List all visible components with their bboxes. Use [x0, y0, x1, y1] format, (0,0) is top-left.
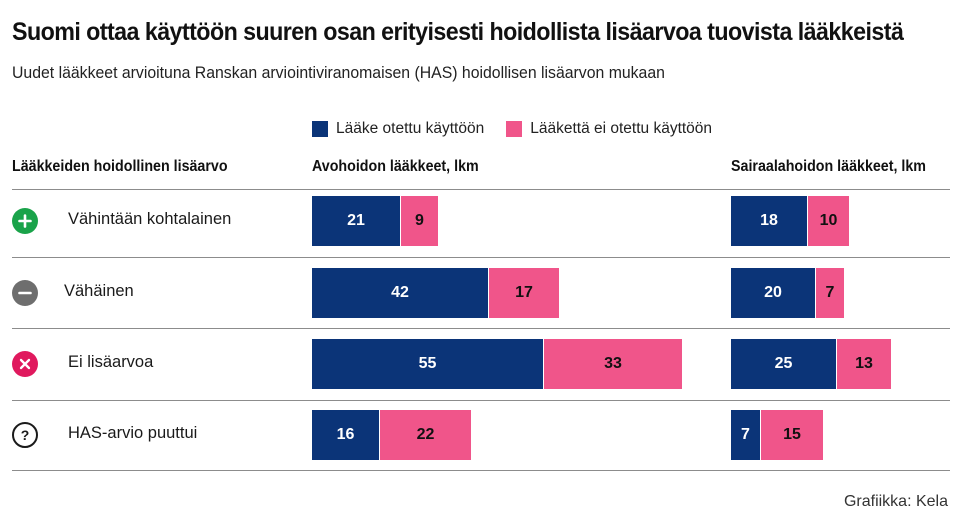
bar-segment-adopted: 55	[312, 339, 543, 389]
bar-segment-adopted: 16	[312, 410, 379, 460]
column-header-hospital: Sairaalahoidon lääkkeet, lkm	[731, 158, 926, 175]
row-divider	[12, 328, 950, 329]
bar-segment-not-adopted: 13	[836, 339, 891, 389]
outpatient-stacked-bar: 16 22	[312, 410, 471, 460]
data-label: 7	[741, 426, 750, 443]
hospital-stacked-bar: 18 10	[731, 196, 849, 246]
legend-label-adopted: Lääke otettu käyttöön	[336, 120, 485, 137]
outpatient-stacked-bar: 42 17	[312, 268, 559, 318]
data-label: 15	[783, 426, 801, 443]
data-label: 33	[604, 355, 622, 372]
bar-segment-adopted: 18	[731, 196, 807, 246]
x-icon	[12, 351, 38, 377]
bar-segment-not-adopted: 17	[488, 268, 559, 318]
row-divider	[12, 189, 950, 190]
bar-segment-adopted: 20	[731, 268, 815, 318]
minus-icon	[12, 280, 38, 306]
data-label: 9	[415, 212, 424, 229]
category-label: Ei lisäarvoa	[68, 353, 154, 371]
bar-segment-adopted: 21	[312, 196, 400, 246]
column-header-category: Lääkkeiden hoidollinen lisäarvo	[12, 158, 228, 175]
data-label: 42	[391, 284, 409, 301]
legend-swatch-not-adopted	[506, 121, 523, 137]
chart-subtitle: Uudet lääkkeet arvioituna Ranskan arvioi…	[12, 63, 665, 82]
bar-segment-not-adopted: 15	[760, 410, 823, 460]
data-label: 25	[774, 355, 793, 372]
category-label: HAS-arvio puuttui	[68, 424, 198, 442]
bar-segment-not-adopted: 22	[379, 410, 471, 460]
legend-swatch-adopted	[312, 121, 328, 137]
category-label: Vähäinen	[64, 282, 134, 300]
data-label: 21	[347, 212, 365, 229]
bar-segment-adopted: 42	[312, 268, 488, 318]
legend-item-not-adopted: Lääkettä ei otettu käyttöön	[506, 120, 712, 138]
legend-item-adopted: Lääke otettu käyttöön	[312, 120, 484, 138]
data-label: 18	[760, 212, 778, 229]
data-label: 22	[416, 426, 435, 443]
legend: Lääke otettu käyttöön Lääkettä ei otettu…	[312, 120, 734, 138]
category-label: Vähintään kohtalainen	[68, 210, 232, 228]
data-label: 20	[764, 284, 782, 301]
legend-label-not-adopted: Lääkettä ei otettu käyttöön	[530, 120, 713, 137]
hospital-stacked-bar: 7 15	[731, 410, 823, 460]
bar-segment-not-adopted: 7	[815, 268, 844, 318]
bar-segment-adopted: 25	[731, 339, 836, 389]
data-label: 16	[336, 426, 355, 443]
outpatient-stacked-bar: 55 33	[312, 339, 682, 389]
question-icon: ?	[12, 422, 38, 448]
bar-segment-not-adopted: 9	[400, 196, 438, 246]
chart-title: Suomi ottaa käyttöön suuren osan erityis…	[12, 18, 904, 46]
data-label: 17	[515, 284, 533, 301]
bar-segment-not-adopted: 33	[543, 339, 682, 389]
svg-text:?: ?	[21, 427, 30, 443]
data-label: 10	[819, 212, 838, 229]
row-divider	[12, 470, 950, 471]
bar-segment-not-adopted: 10	[807, 196, 849, 246]
data-label: 55	[418, 355, 437, 372]
row-divider	[12, 257, 950, 258]
column-header-outpatient: Avohoidon lääkkeet, lkm	[312, 158, 479, 175]
hospital-stacked-bar: 25 13	[731, 339, 891, 389]
plus-icon	[12, 208, 38, 234]
outpatient-stacked-bar: 21 9	[312, 196, 438, 246]
hospital-stacked-bar: 20 7	[731, 268, 844, 318]
data-label: 7	[825, 284, 835, 301]
credit: Grafiikka: Kela	[843, 493, 948, 510]
data-label: 13	[855, 355, 873, 372]
row-divider	[12, 400, 950, 401]
bar-segment-adopted: 7	[731, 410, 760, 460]
